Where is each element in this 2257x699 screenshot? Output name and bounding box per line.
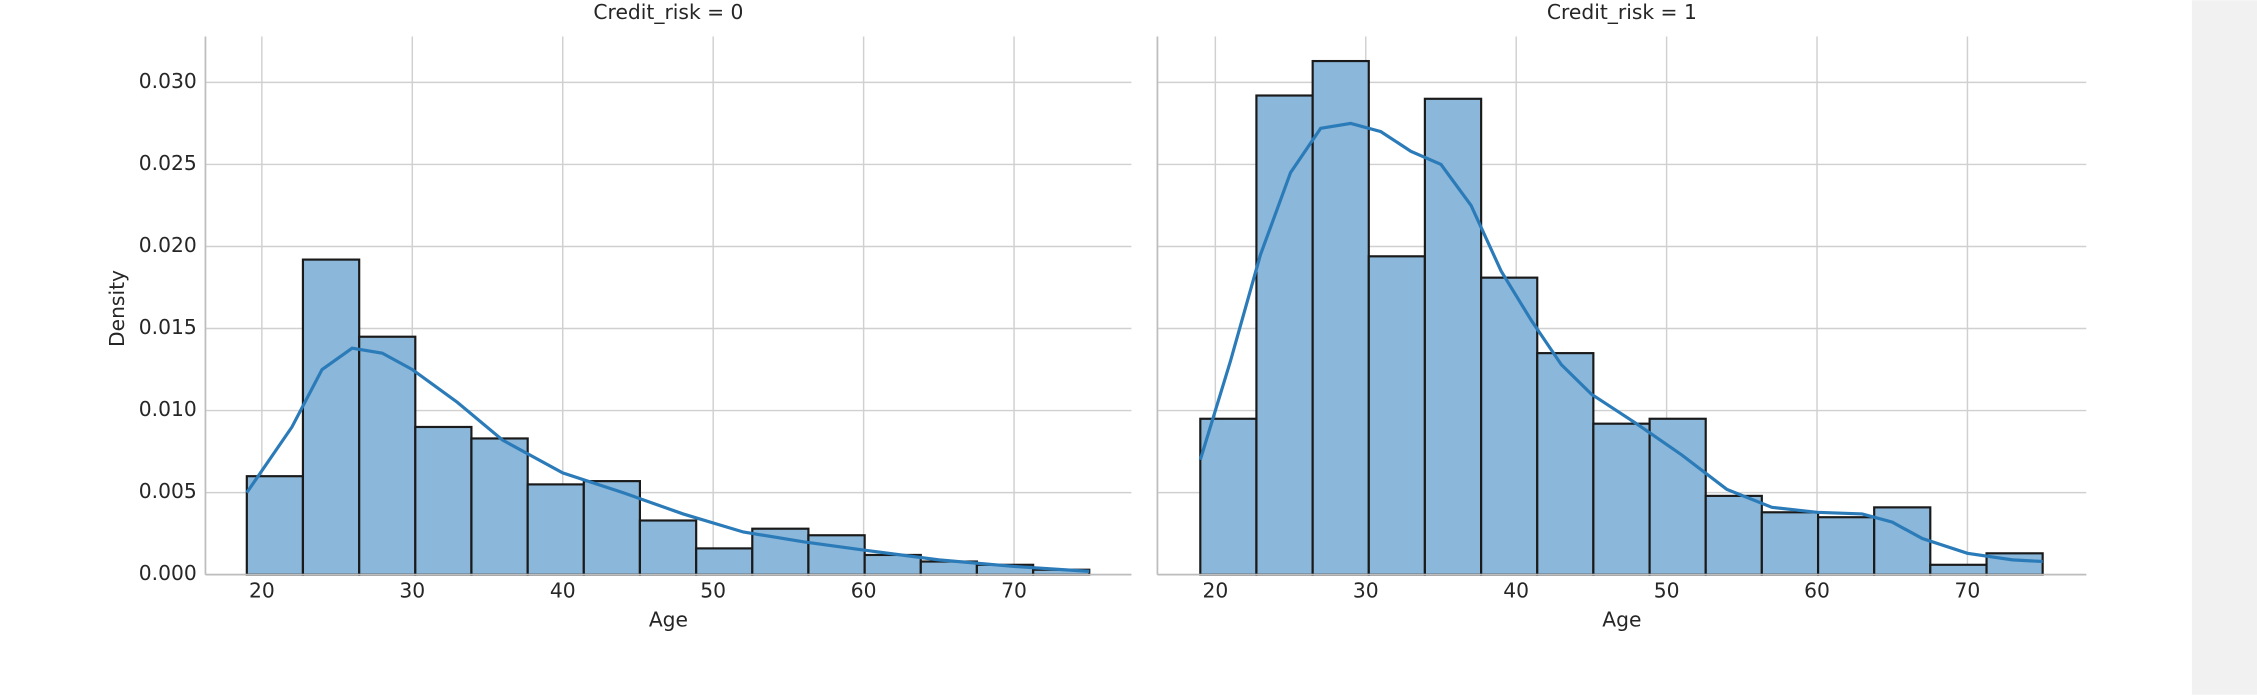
bar <box>1929 563 1988 576</box>
x-axis-label: Age <box>1602 607 1641 631</box>
bar <box>1311 59 1370 576</box>
y-tick-label: 0.025 <box>139 151 197 175</box>
y-tick-label: 0.020 <box>139 233 197 257</box>
bar <box>414 425 473 576</box>
bar <box>807 534 866 576</box>
panel-title: Credit_risk = 1 <box>1547 0 1697 24</box>
bar <box>1704 494 1763 576</box>
bar <box>470 437 529 576</box>
y-tick-label: 0.005 <box>139 479 197 503</box>
bar <box>1367 255 1426 576</box>
x-tick-label: 50 <box>700 579 726 603</box>
panel-title: Credit_risk = 0 <box>593 0 743 24</box>
x-tick-label: 60 <box>1804 579 1830 603</box>
x-tick-label: 40 <box>550 579 576 603</box>
x-axis-label: Age <box>649 607 688 631</box>
kde-line <box>1198 121 2043 564</box>
bar <box>1480 276 1539 576</box>
bar <box>638 519 698 576</box>
bar <box>358 335 417 576</box>
bar <box>1760 511 1820 576</box>
x-tick-label: 40 <box>1503 579 1529 603</box>
x-tick-label: 30 <box>399 579 425 603</box>
bar <box>1423 97 1483 576</box>
x-tick-label: 20 <box>249 579 275 603</box>
bar <box>1816 516 1876 576</box>
bar <box>1648 417 1707 576</box>
x-tick-label: 30 <box>1353 579 1379 603</box>
kde-line <box>245 346 1090 573</box>
bar <box>526 483 585 576</box>
bar <box>301 258 361 576</box>
y-tick-label: 0.015 <box>139 315 197 339</box>
y-tick-label: 0.030 <box>139 69 197 93</box>
bar <box>695 547 754 576</box>
x-tick-label: 70 <box>1001 579 1027 603</box>
x-tick-label: 70 <box>1955 579 1981 603</box>
x-tick-label: 60 <box>851 579 877 603</box>
x-tick-label: 20 <box>1202 579 1228 603</box>
bar <box>245 475 305 576</box>
y-tick-label: 0.010 <box>139 397 197 421</box>
y-axis-label: Density <box>105 270 129 347</box>
bar <box>1873 506 1932 576</box>
bar <box>1199 417 1258 576</box>
bar <box>1592 422 1651 576</box>
bar <box>1255 94 1314 576</box>
side-panel <box>2191 0 2257 695</box>
y-tick-label: 0.000 <box>139 561 197 585</box>
x-tick-label: 50 <box>1654 579 1680 603</box>
